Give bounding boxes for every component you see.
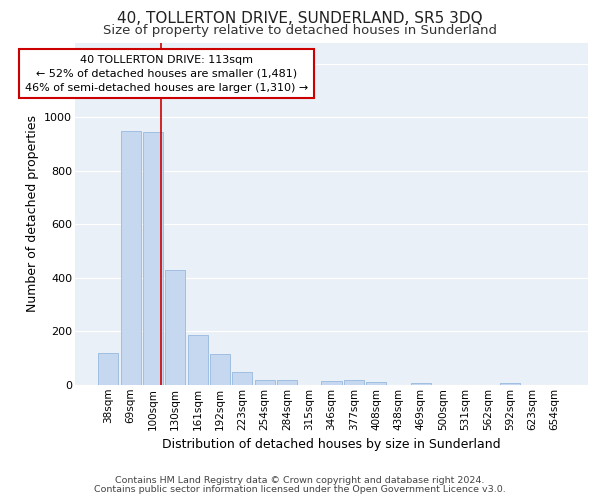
Y-axis label: Number of detached properties: Number of detached properties (26, 116, 38, 312)
Bar (254, 380, 275, 385)
Bar (121, 131, 141, 385)
X-axis label: Distribution of detached houses by size in Sunderland: Distribution of detached houses by size … (162, 438, 501, 451)
Text: 40, TOLLERTON DRIVE, SUNDERLAND, SR5 3DQ: 40, TOLLERTON DRIVE, SUNDERLAND, SR5 3DQ (117, 11, 483, 26)
Text: Contains public sector information licensed under the Open Government Licence v3: Contains public sector information licen… (94, 485, 506, 494)
Bar (143, 132, 163, 385)
Bar (277, 380, 297, 385)
Text: Contains HM Land Registry data © Crown copyright and database right 2024.: Contains HM Land Registry data © Crown c… (115, 476, 485, 485)
Bar (188, 336, 208, 385)
Bar (210, 354, 230, 385)
Bar (98, 353, 118, 385)
Bar (366, 382, 386, 385)
Bar (322, 382, 341, 385)
Bar (500, 383, 520, 385)
Text: Size of property relative to detached houses in Sunderland: Size of property relative to detached ho… (103, 24, 497, 37)
Text: 40 TOLLERTON DRIVE: 113sqm
← 52% of detached houses are smaller (1,481)
46% of s: 40 TOLLERTON DRIVE: 113sqm ← 52% of deta… (25, 54, 308, 92)
Bar (344, 380, 364, 385)
Bar (411, 383, 431, 385)
Bar (232, 372, 252, 385)
Bar (165, 270, 185, 385)
